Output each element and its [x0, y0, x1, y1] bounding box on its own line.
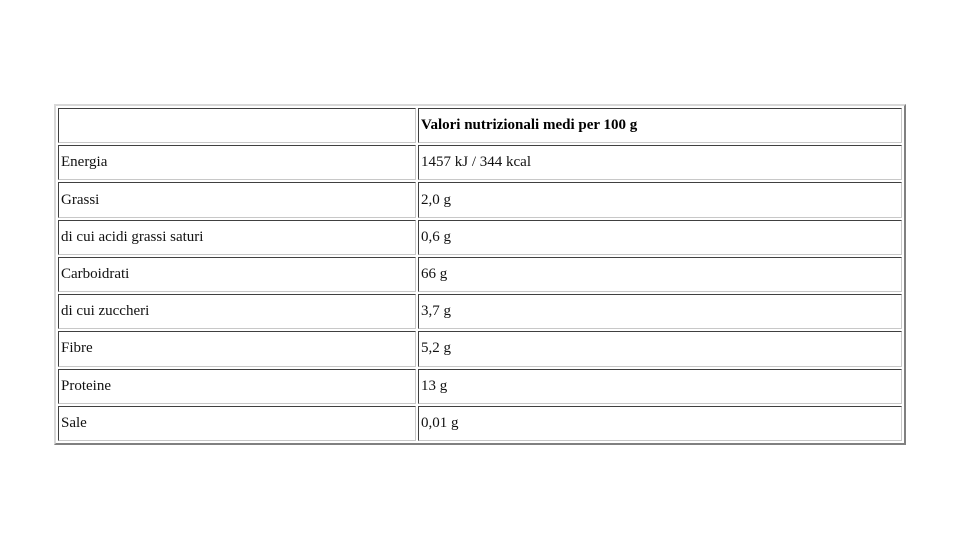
nutrient-value-cell: 2,0 g [418, 182, 902, 218]
nutrient-name-cell: Sale [58, 405, 416, 441]
nutrient-value-cell: 0,6 g [418, 219, 902, 255]
table-header-row: Valori nutrizionali medi per 100 g [58, 108, 902, 144]
table-row: Energia 1457 kJ / 344 kcal [58, 145, 902, 181]
nutrient-value-cell: 66 g [418, 256, 902, 293]
nutrient-name-cell: Energia [58, 145, 416, 181]
table-row: di cui acidi grassi saturi 0,6 g [58, 219, 902, 255]
nutrient-value-cell: 13 g [418, 368, 902, 404]
nutrient-name-cell: di cui acidi grassi saturi [58, 219, 416, 255]
nutrient-value-cell: 3,7 g [418, 294, 902, 330]
table-row: Grassi 2,0 g [58, 182, 902, 218]
nutrient-value-cell: 0,01 g [418, 405, 902, 441]
table-row: Carboidrati 66 g [58, 256, 902, 293]
table-row: Sale 0,01 g [58, 405, 902, 441]
nutrient-name-cell: Grassi [58, 182, 416, 218]
nutrient-value-cell: 5,2 g [418, 331, 902, 367]
nutrient-name-cell: Carboidrati [58, 256, 416, 293]
nutrition-table: Valori nutrizionali medi per 100 g Energ… [54, 104, 906, 445]
nutrient-value-cell: 1457 kJ / 344 kcal [418, 145, 902, 181]
nutrient-name-cell: Fibre [58, 331, 416, 367]
table-row: di cui zuccheri 3,7 g [58, 294, 902, 330]
table-row: Fibre 5,2 g [58, 331, 902, 367]
nutrient-name-cell: di cui zuccheri [58, 294, 416, 330]
table-row: Proteine 13 g [58, 368, 902, 404]
header-cell-values: Valori nutrizionali medi per 100 g [418, 108, 902, 144]
nutrient-name-cell: Proteine [58, 368, 416, 404]
header-cell-empty [58, 108, 416, 144]
